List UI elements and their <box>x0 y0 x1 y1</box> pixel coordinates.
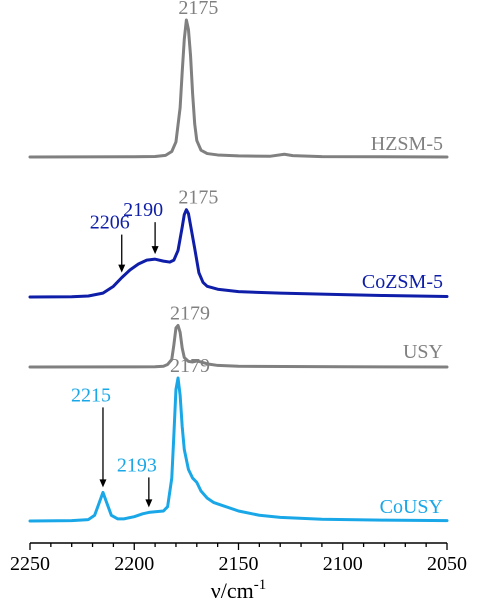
x-axis: 2250 2200 2150 2100 2050 ν/cm-1 <box>10 542 467 603</box>
series-label-cousy: CoUSY <box>380 496 443 518</box>
series-label-hzsm-5: HZSM-5 <box>371 133 443 155</box>
peak-label-cousy-2215: 2215 <box>71 384 111 406</box>
x-tick-label: 2200 <box>114 553 154 575</box>
peak-label-cozsm-5-2190: 2190 <box>123 199 163 221</box>
x-tick-label: 2100 <box>323 553 363 575</box>
series-line-cousy <box>28 376 449 523</box>
peak-label-cousy-2193: 2193 <box>117 454 157 476</box>
x-tick-label: 2050 <box>427 553 467 575</box>
peak-arrow-head-2215 <box>99 479 107 488</box>
x-tick-label: 2250 <box>10 553 50 575</box>
series-line-usy <box>28 323 449 369</box>
peak-label-cozsm-5-2175: 2175 <box>178 187 218 209</box>
x-axis-title-main: ν/cm <box>211 578 254 603</box>
peak-label-usy-2179: 2179 <box>170 302 210 324</box>
series-label-usy: USY <box>403 341 443 363</box>
peak-label-hzsm-5-2175: 2175 <box>178 0 218 19</box>
series-label-cozsm-5: CoZSM-5 <box>362 271 443 293</box>
peak-arrow-head-2190 <box>151 246 159 255</box>
series-line-hzsm-5 <box>28 18 449 159</box>
series-line-cozsm-5 <box>28 208 449 299</box>
x-tick-label: 2150 <box>219 553 259 575</box>
peak-label-cousy-2179: 2179 <box>170 355 210 377</box>
x-axis-title: ν/cm-1 <box>211 577 266 603</box>
peak-label-cozsm-5-2206: 2206 <box>90 212 130 234</box>
series-layer <box>28 18 449 523</box>
peak-arrow-head-2206 <box>118 264 126 273</box>
peak-arrow-head-2193 <box>145 499 153 508</box>
x-axis-title-superscript: -1 <box>254 577 267 593</box>
